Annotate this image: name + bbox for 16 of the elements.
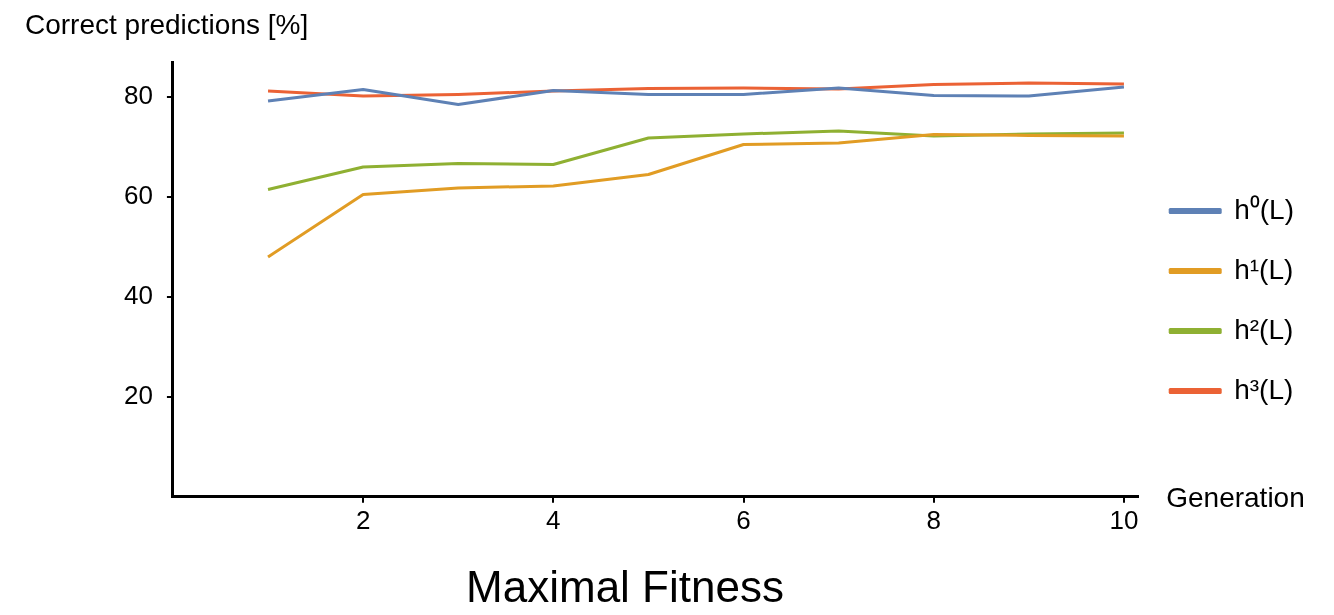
y-tick-label: 80 [124,80,153,111]
x-tick-label: 6 [736,504,751,535]
x-tick-label: 8 [926,504,941,535]
y-tick-label: 60 [124,180,153,211]
text: Maximal Fitness [466,562,784,612]
y-tick-label: 40 [124,280,153,311]
y-tick-label: 20 [124,380,153,411]
legend-label: h²(L) [1234,313,1294,345]
legend-label: h⁰(L) [1234,193,1294,225]
y-axis-title: Correct predictions [%] [25,8,309,40]
x-tick-label: 2 [355,504,371,535]
legend-label: h³(L) [1234,373,1294,405]
legend-label: h¹(L) [1234,253,1294,285]
x-tick-label: 4 [546,504,561,535]
x-tick-label: 10 [1109,504,1139,535]
x-axis-title: Generation [1166,481,1305,513]
